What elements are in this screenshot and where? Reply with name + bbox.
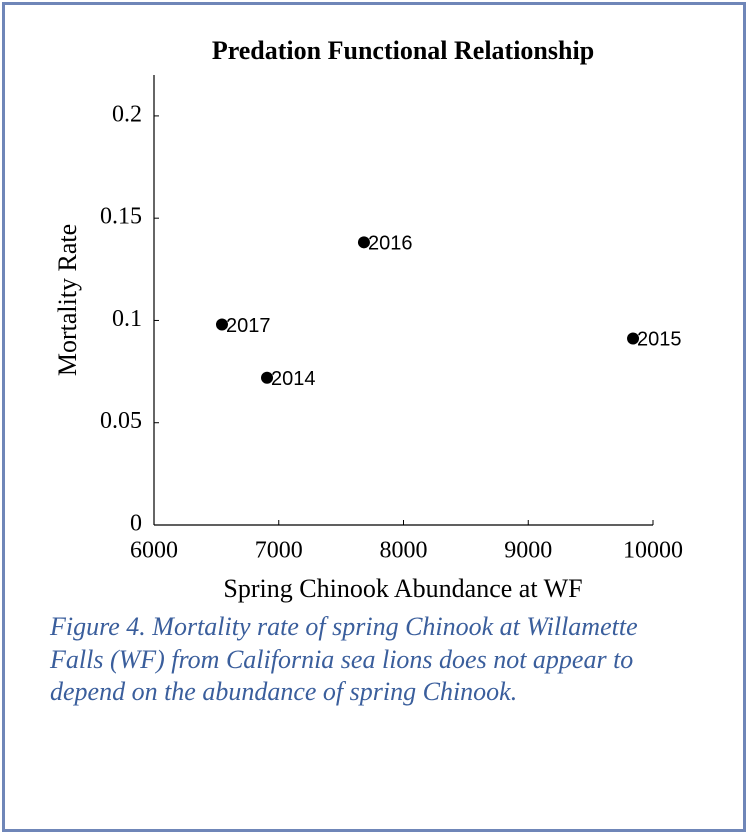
y-tick-label: 0	[130, 511, 142, 537]
x-tick-label: 6000	[130, 538, 178, 564]
y-tick-label: 0.15	[100, 204, 142, 230]
y-tick-label: 0.1	[112, 306, 142, 332]
point-label: 2017	[226, 315, 271, 337]
y-tick-label: 0.2	[112, 101, 142, 127]
x-tick-label: 10000	[623, 538, 683, 564]
chart-title: Predation Functional Relationship	[212, 36, 594, 65]
point	[215, 318, 228, 331]
point	[261, 371, 274, 384]
point-label: 2015	[637, 329, 682, 351]
y-axis-label: Mortality Rate	[53, 224, 82, 376]
x-tick-label: 8000	[380, 538, 428, 564]
point	[627, 332, 640, 345]
y-tick-label: 0.05	[100, 408, 142, 434]
point-label: 2014	[271, 368, 316, 390]
caption: Figure 4. Mortality rate of spring Chino…	[50, 612, 638, 706]
x-axis-label: Spring Chinook Abundance at WF	[223, 574, 582, 603]
x-tick-label: 7000	[255, 538, 303, 564]
x-tick-label: 9000	[504, 538, 552, 564]
chart: Predation Functional Relationship Spring…	[53, 36, 683, 603]
point	[357, 236, 370, 249]
point-label: 2016	[368, 233, 413, 255]
